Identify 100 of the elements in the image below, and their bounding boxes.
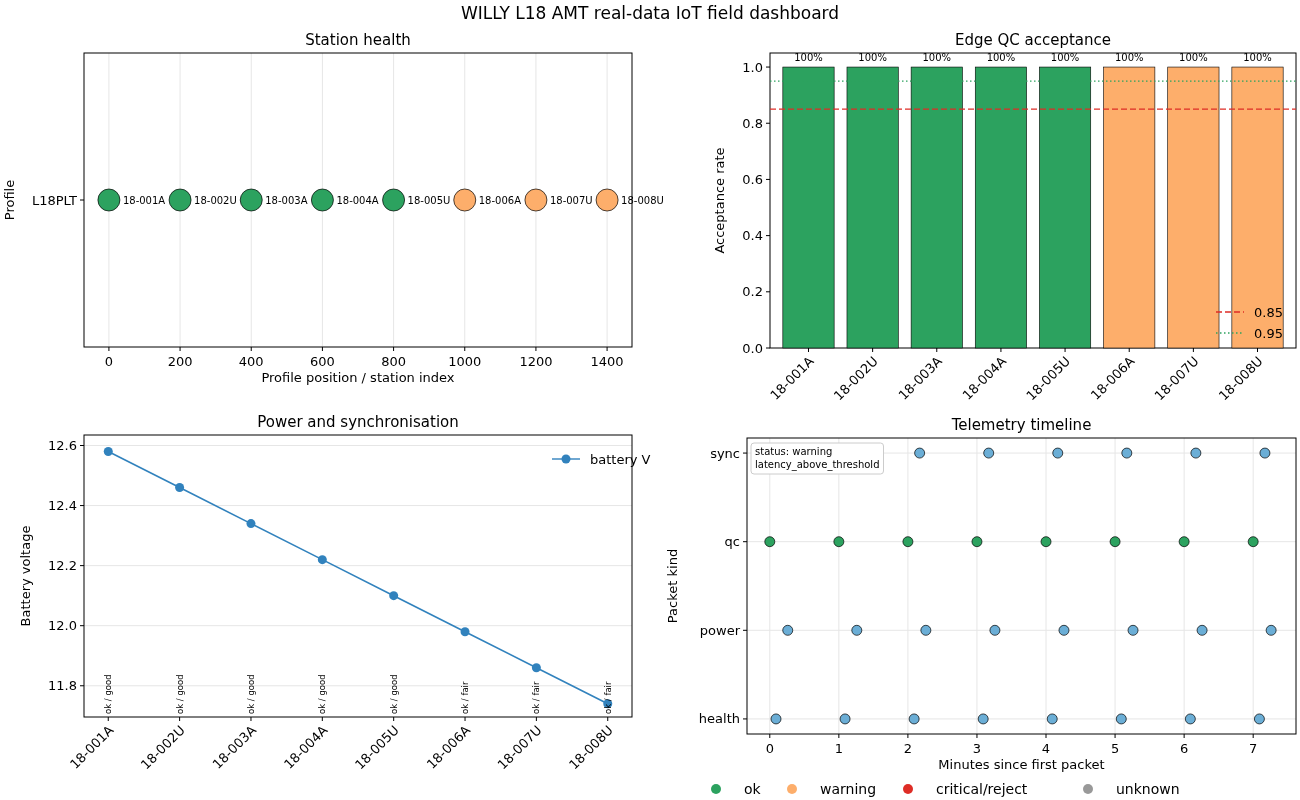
x-tick-label: 5: [1110, 741, 1120, 756]
data-label: 100%: [1114, 52, 1144, 64]
annotation: ok / good: [388, 674, 399, 714]
y-tick-label: 0.8: [742, 115, 763, 131]
point: [1259, 447, 1271, 459]
y-axis-title: Packet kind: [665, 548, 680, 624]
point: [914, 447, 925, 459]
text: WILLY L18 AMT real-data IoT field dashboard: [460, 3, 840, 23]
y-tick-label: 1.0: [742, 59, 763, 75]
chart-title: Station health: [305, 31, 411, 49]
point: [103, 447, 113, 457]
point: [1184, 713, 1196, 725]
annotation: ok / fair: [460, 681, 471, 714]
legend-label: ok: [744, 781, 762, 797]
point: [833, 536, 845, 548]
point: [920, 624, 932, 636]
annotation: ok / good: [245, 674, 256, 714]
chart-title: Power and synchronisation: [257, 413, 459, 431]
legend-label: 0.95: [1254, 326, 1283, 341]
point: [1058, 624, 1070, 636]
data-label: 18-001A: [122, 195, 166, 206]
point: [1178, 536, 1190, 548]
annotation: status: warning latency_above_threshold: [755, 446, 880, 471]
point: [908, 713, 920, 725]
data-label: 100%: [858, 52, 887, 64]
point: [1052, 447, 1064, 459]
legend-label: warning: [820, 781, 877, 797]
legend-label: 0.85: [1254, 305, 1283, 320]
x-tick-label: 800: [381, 354, 406, 369]
y-tick-label: sync: [710, 445, 740, 461]
y-tick-label: 12.2: [48, 558, 77, 574]
point: [1121, 447, 1133, 459]
point: [1115, 713, 1127, 725]
data-label: 100%: [922, 52, 952, 64]
annotation: ok / fair: [602, 681, 613, 714]
point: [1247, 536, 1259, 548]
annotation: ok / good: [103, 674, 114, 714]
y-tick-label: qc: [724, 534, 740, 550]
data-label: 100%: [1050, 52, 1080, 64]
annotation: ok / fair: [531, 681, 542, 714]
x-tick-label: 6: [1179, 741, 1189, 756]
point: [389, 591, 399, 601]
legend-label: unknown: [1116, 781, 1180, 797]
x-tick-label: 1400: [590, 354, 624, 369]
x-tick-label: 600: [310, 354, 335, 369]
data-label: 18-003A: [265, 195, 308, 206]
legend-label: critical/reject: [936, 781, 1028, 797]
chart-title: Telemetry timeline: [950, 416, 1092, 434]
x-tick-label: 1: [834, 741, 843, 756]
legend-label: battery V: [590, 452, 651, 467]
x-tick-label: 3: [972, 741, 982, 756]
x-tick-label: 4: [1041, 741, 1051, 756]
y-tick-label: 0.2: [742, 284, 763, 300]
point: [1196, 624, 1208, 636]
data-label: 18-005U: [407, 195, 451, 206]
data-label: 100%: [986, 52, 1016, 64]
point: [782, 624, 794, 636]
annotation: ok / good: [174, 674, 185, 714]
point: [902, 536, 914, 548]
annotation: ok / good: [317, 674, 328, 714]
point: [175, 483, 185, 493]
data-label: 18-004A: [336, 195, 379, 206]
y-tick-label: L18PLT: [31, 192, 78, 208]
y-axis-title: Battery voltage: [18, 525, 33, 627]
y-tick-label: 11.8: [48, 678, 77, 694]
y-tick-label: 12.4: [48, 498, 77, 514]
point: [764, 536, 776, 548]
data-label: 18-008U: [621, 195, 664, 206]
y-tick-label: 12.6: [48, 438, 77, 454]
x-tick-label: 7: [1249, 741, 1258, 756]
point: [977, 713, 989, 725]
point: [317, 555, 327, 565]
y-tick-label: 0.6: [742, 171, 763, 187]
x-tick-label: 1000: [448, 354, 482, 369]
x-tick-label: 2: [903, 741, 913, 756]
data-label: 18-007U: [549, 195, 593, 206]
point: [770, 713, 782, 725]
point: [989, 624, 1001, 636]
data-label: 100%: [1243, 52, 1272, 64]
y-tick-label: 0.4: [742, 228, 763, 244]
data-label: 100%: [1179, 52, 1208, 64]
point: [1265, 624, 1277, 636]
data-label: 18-002U: [194, 195, 237, 206]
x-tick-label: 200: [167, 354, 193, 369]
point: [839, 713, 851, 725]
chart-title: Edge QC acceptance: [954, 31, 1112, 49]
x-axis-title: Minutes since first packet: [938, 757, 1105, 772]
point: [971, 536, 983, 548]
data-label: 100%: [794, 52, 823, 64]
point: [983, 447, 995, 459]
point: [531, 663, 541, 673]
x-tick-label: 0: [104, 354, 114, 369]
data-label: 18-006A: [478, 195, 522, 206]
x-tick-label: 400: [238, 354, 264, 369]
point: [1127, 624, 1139, 636]
point: [1254, 713, 1265, 725]
point: [1190, 447, 1202, 459]
point: [1040, 536, 1052, 548]
point: [460, 627, 470, 637]
x-tick-label: 1200: [519, 354, 553, 369]
